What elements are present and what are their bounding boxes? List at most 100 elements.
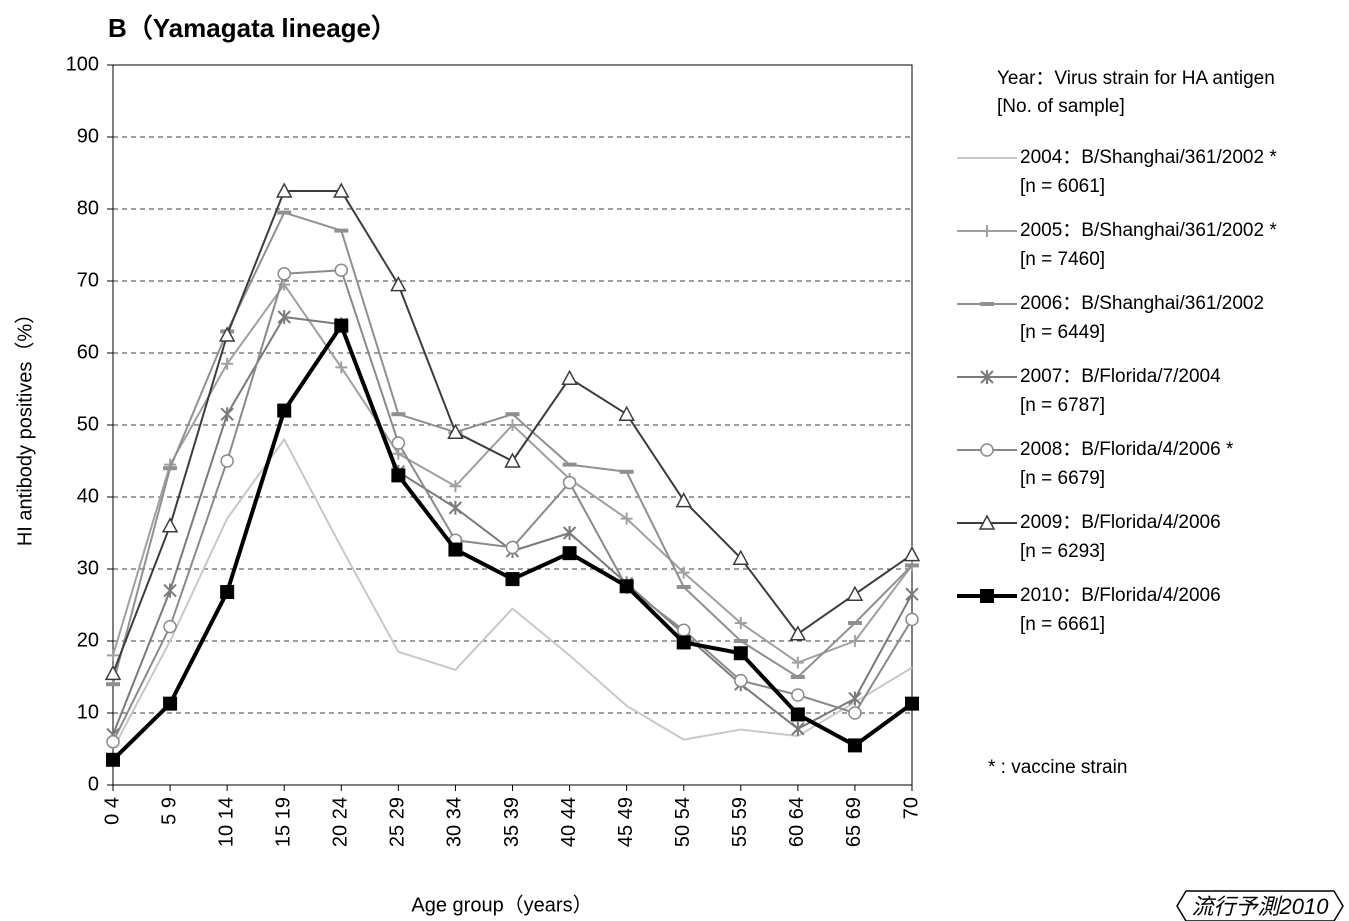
legend-sample: [n = 6679] (1020, 468, 1105, 489)
marker-part (334, 318, 349, 333)
marker-part (732, 549, 750, 565)
marker-part (675, 492, 692, 508)
marker (161, 517, 179, 533)
marker-part (905, 612, 919, 627)
marker-part (505, 412, 520, 417)
marker (163, 696, 178, 711)
marker-part (106, 735, 120, 749)
marker (277, 267, 291, 281)
marker (334, 228, 349, 233)
marker (980, 370, 994, 384)
marker-part (163, 696, 178, 711)
marker-part (277, 403, 292, 418)
marker-part (620, 512, 633, 525)
marker-part (391, 468, 406, 483)
marker-part (791, 688, 805, 702)
marker (618, 405, 635, 421)
marker (275, 182, 293, 198)
marker-part (847, 621, 862, 625)
marker (277, 210, 292, 215)
marker (220, 407, 234, 422)
marker (163, 583, 177, 598)
marker-part (448, 500, 463, 515)
marker-part (447, 423, 464, 439)
marker-part (221, 357, 234, 370)
marker (333, 182, 350, 198)
marker-part (562, 462, 577, 467)
x-tick-label: 55 59 (729, 797, 751, 847)
y-tick-label: 10 (77, 701, 99, 723)
marker-part (734, 673, 748, 688)
marker (791, 688, 805, 702)
x-tick-label: 20 24 (330, 797, 352, 847)
legend-sample: [n = 6661] (1020, 614, 1105, 635)
marker (848, 691, 862, 706)
marker (905, 696, 919, 711)
legend-sample: [n = 6061] (1020, 176, 1105, 197)
y-tick-label: 40 (77, 485, 99, 507)
marker-part (275, 182, 293, 198)
marker (106, 682, 120, 687)
marker-part (391, 412, 406, 417)
marker (220, 454, 234, 468)
marker (848, 635, 861, 647)
marker (391, 412, 406, 417)
marker (734, 673, 748, 688)
marker (734, 617, 747, 629)
marker (562, 462, 577, 467)
marker (733, 646, 748, 661)
x-tick-label: 45 49 (615, 797, 637, 847)
series-line (112, 190, 913, 674)
marker-part (334, 263, 349, 277)
legend-label: 2006：B/Shanghai/361/2002 (1020, 293, 1264, 314)
marker (334, 318, 349, 333)
marker (620, 512, 633, 525)
y-tick-label: 50 (77, 413, 99, 435)
y-tick-label: 20 (77, 629, 99, 651)
y-tick-label: 60 (77, 341, 99, 363)
marker-part (220, 585, 235, 600)
marker-part (163, 619, 177, 634)
marker (732, 549, 750, 565)
x-tick-label: 40 44 (558, 797, 580, 847)
x-tick-label: 35 39 (501, 797, 523, 847)
marker (978, 514, 996, 530)
x-axis-label: Age group（years） (411, 893, 592, 916)
marker (905, 563, 919, 568)
legend-sample: [n = 7460] (1020, 249, 1105, 270)
marker-part (791, 656, 804, 669)
y-tick-label: 100 (66, 53, 99, 75)
y-tick-label: 70 (77, 269, 99, 291)
watermark: 流行予測2010 (1192, 894, 1330, 919)
marker-part (676, 635, 691, 650)
marker-part (161, 517, 179, 533)
legend-sample: [n = 6787] (1020, 395, 1105, 416)
x-tick-label: 10 14 (215, 797, 237, 847)
x-tick-label: 5 9 (158, 797, 180, 825)
marker (448, 500, 463, 515)
marker (391, 436, 406, 450)
marker-part (505, 540, 520, 555)
marker-part (506, 419, 519, 431)
x-tick-label: 25 29 (387, 797, 409, 847)
marker (277, 403, 292, 418)
legend-label: 2004：B/Shanghai/361/2002 * (1020, 147, 1277, 168)
marker (104, 664, 122, 681)
marker (981, 225, 993, 237)
marker (619, 469, 634, 474)
marker (106, 735, 120, 749)
marker (733, 639, 748, 643)
marker-part (978, 514, 996, 530)
marker-part (163, 466, 178, 471)
marker-part (106, 752, 120, 767)
x-tick-label: 60 64 (786, 797, 808, 847)
x-tick-label: 30 34 (444, 797, 466, 847)
marker (847, 738, 862, 753)
marker (221, 357, 234, 370)
marker-part (106, 682, 120, 687)
legend-label: 2009：B/Florida/4/2006 (1020, 512, 1221, 533)
marker-part (561, 369, 578, 385)
y-tick-label: 90 (77, 125, 99, 147)
marker-part (334, 228, 349, 233)
marker-part (104, 664, 122, 681)
